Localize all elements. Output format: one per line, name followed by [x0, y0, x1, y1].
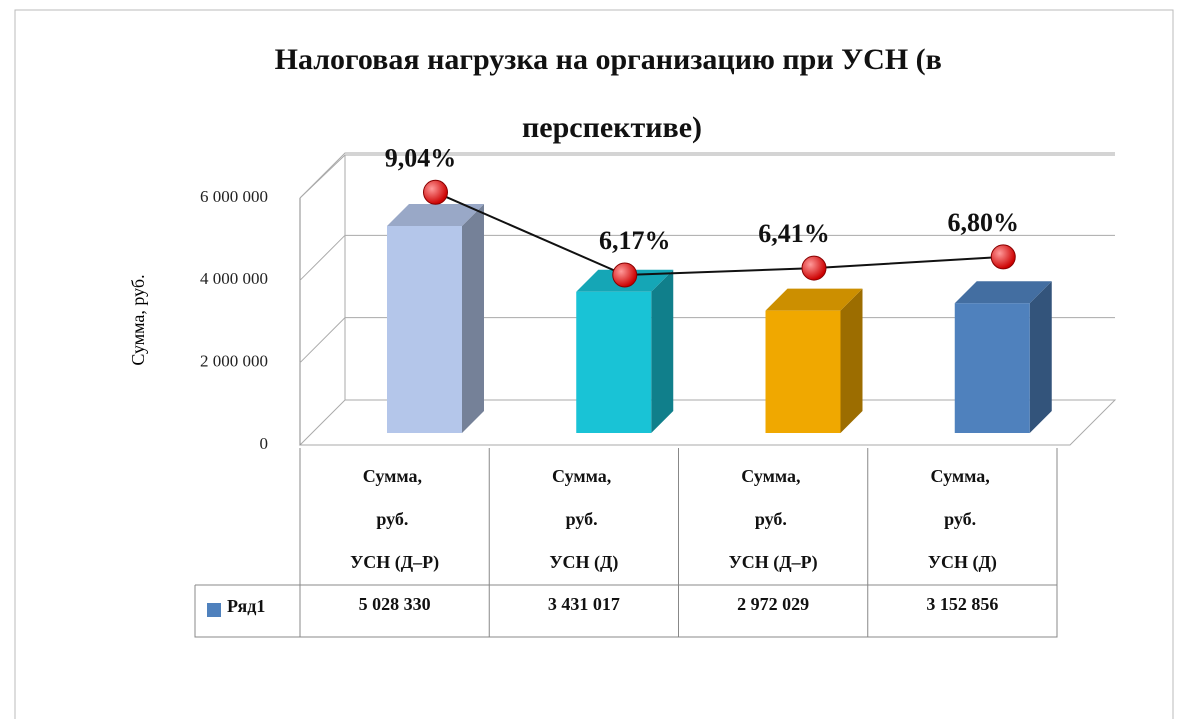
- line-point: [801, 255, 827, 281]
- y-tick-label: 0: [260, 434, 269, 453]
- data-table-value: 5 028 330: [359, 594, 431, 614]
- line-point: [423, 179, 448, 205]
- y-tick-label: 4 000 000: [200, 269, 268, 288]
- bar: [576, 291, 652, 433]
- x-tick-label: Сумма, руб. УСН (Д): [928, 466, 997, 573]
- bar: [765, 310, 841, 433]
- x-tick-label: Сумма, руб. УСН (Д–Р): [729, 466, 818, 573]
- bar: [954, 303, 1030, 433]
- data-table-value: 2 972 029: [737, 594, 809, 614]
- line-point: [990, 244, 1016, 270]
- bar: [387, 226, 462, 433]
- data-table-value: 3 431 017: [548, 594, 620, 614]
- bar-top: [765, 288, 863, 311]
- bar-side: [462, 204, 484, 433]
- line-point: [612, 262, 638, 288]
- grid-line: [299, 152, 1115, 199]
- data-label: 6,80%: [948, 208, 1020, 237]
- bar-top: [954, 281, 1052, 304]
- chart-title: Налоговая нагрузка на организацию при УС…: [275, 43, 950, 144]
- x-tick-label: Сумма, руб. УСН (Д): [549, 466, 618, 573]
- y-axis-label: Сумма, руб.: [128, 274, 148, 365]
- bar-side: [1029, 281, 1052, 433]
- bar-side: [840, 288, 863, 433]
- legend-label: Ряд1: [227, 596, 265, 616]
- y-tick-label: 6 000 000: [200, 187, 268, 206]
- bar-side: [651, 269, 674, 433]
- line: [435, 191, 1004, 277]
- data-label: 9,04%: [385, 143, 457, 172]
- bar-top: [387, 204, 484, 227]
- y-tick-label: 2 000 000: [200, 352, 268, 371]
- x-tick-label: Сумма, руб. УСН (Д–Р): [350, 466, 439, 573]
- floor: [298, 399, 1117, 446]
- frame: [14, 9, 1174, 719]
- data-label: 6,17%: [599, 226, 671, 255]
- data-table-value: 3 152 856: [926, 594, 998, 614]
- grid-line: [299, 234, 1115, 281]
- legend-swatch: [207, 603, 221, 617]
- data-label: 6,41%: [758, 219, 830, 248]
